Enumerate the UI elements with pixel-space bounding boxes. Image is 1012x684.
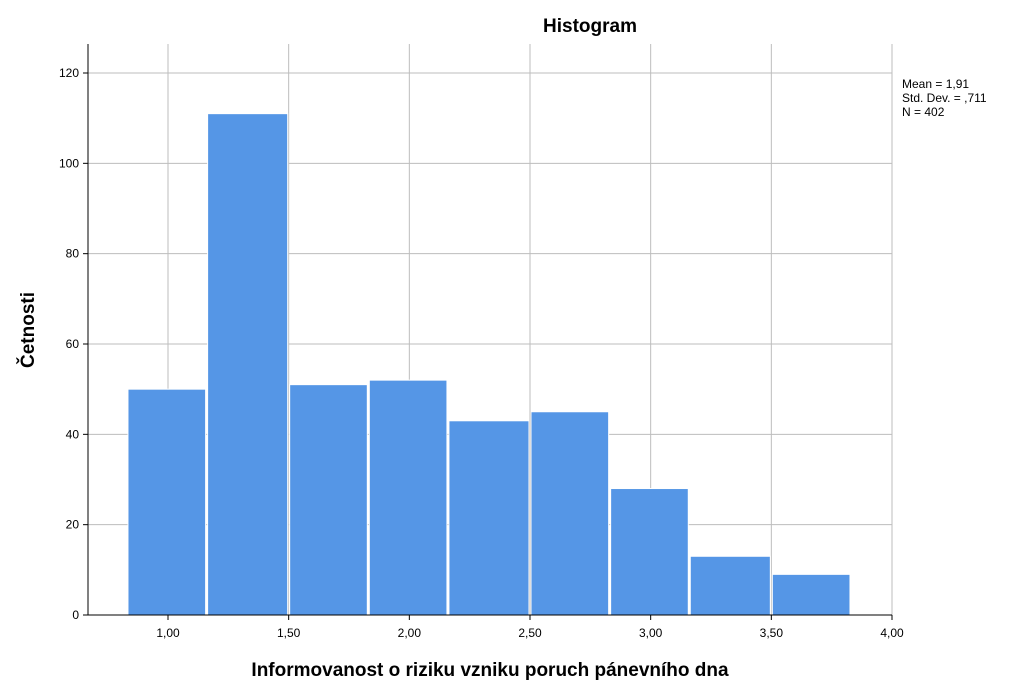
histogram-bar — [289, 384, 368, 616]
histogram-bar — [689, 555, 771, 616]
x-tick-label: 2,50 — [518, 626, 542, 640]
histogram-bar — [207, 113, 289, 616]
y-tick-label: 20 — [66, 518, 80, 532]
histogram-bar — [127, 388, 207, 616]
stats-mean: Mean = 1,91 — [902, 77, 969, 91]
x-tick-label: 1,50 — [277, 626, 301, 640]
y-tick-label: 100 — [59, 156, 79, 170]
x-axis-title: Informovanost o riziku vzniku poruch pán… — [251, 660, 729, 681]
y-tick-label: 0 — [72, 608, 79, 622]
histogram-bar — [771, 573, 851, 616]
x-tick-label: 3,00 — [639, 626, 663, 640]
histogram-bar — [368, 379, 448, 616]
stats-std-dev: Std. Dev. = ,711 — [902, 91, 987, 105]
y-tick-label: 120 — [59, 66, 79, 80]
y-axis-title: Četnosti — [17, 292, 39, 368]
x-axis-ticks: 1,00 1,50 2,00 2,50 3,00 3,50 4,00 — [156, 615, 904, 640]
x-tick-label: 3,50 — [760, 626, 784, 640]
y-tick-label: 80 — [66, 247, 80, 261]
x-tick-label: 1,00 — [156, 626, 180, 640]
y-axis-ticks: 0 20 40 60 80 100 120 — [59, 66, 88, 622]
histogram-bar — [448, 420, 530, 616]
histogram-bar — [530, 411, 610, 616]
chart-title: Histogram — [543, 16, 637, 37]
stats-n: N = 402 — [902, 105, 945, 119]
x-tick-label: 4,00 — [880, 626, 904, 640]
histogram-bar — [610, 488, 689, 616]
y-tick-label: 40 — [66, 427, 80, 441]
y-tick-label: 60 — [66, 337, 80, 351]
x-tick-label: 2,00 — [398, 626, 422, 640]
histogram-bars — [127, 113, 851, 616]
